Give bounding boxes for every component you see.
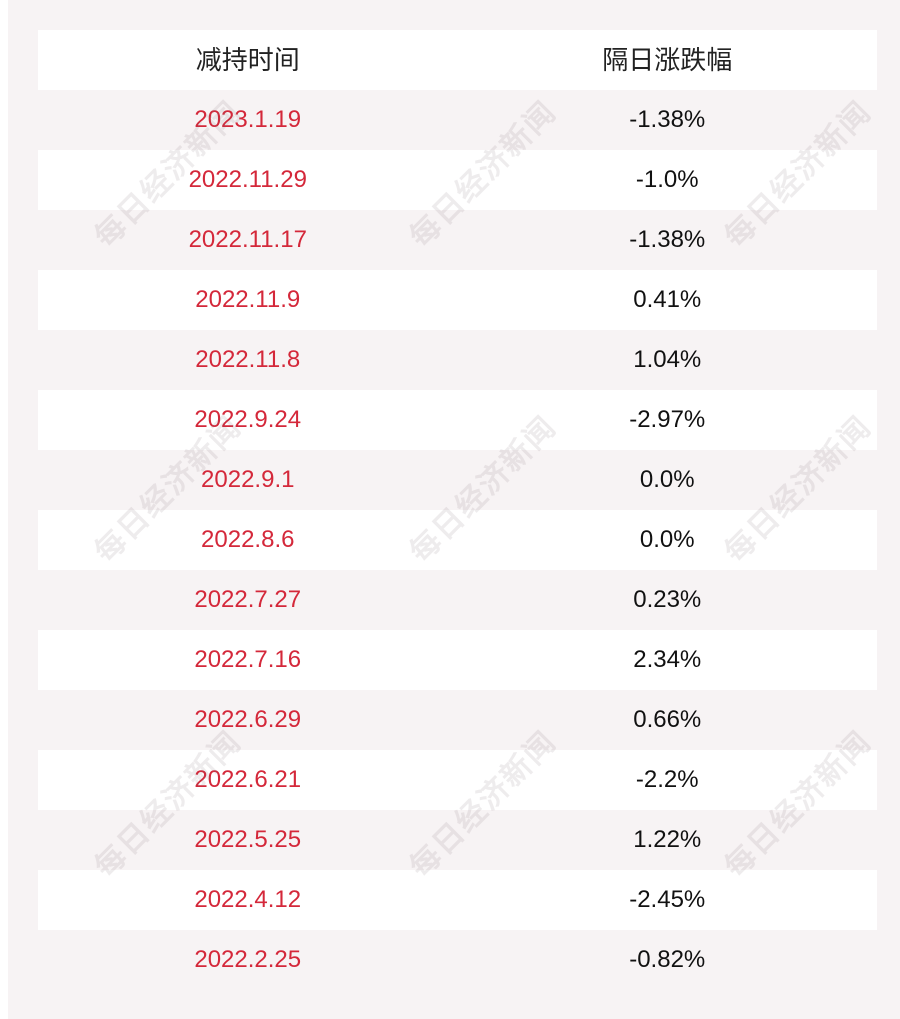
change-cell: 0.66% — [633, 706, 702, 733]
change-cell: -2.97% — [629, 406, 706, 433]
date-cell: 2022.6.21 — [194, 766, 302, 793]
date-cell: 2022.11.29 — [188, 166, 307, 193]
date-cell: 2022.11.8 — [195, 346, 301, 373]
change-cell: 0.41% — [633, 286, 702, 313]
date-cell: 2022.9.24 — [194, 406, 302, 433]
date-cell: 2022.11.9 — [195, 286, 301, 313]
table-row: 2022.7.27 0.23% — [38, 570, 877, 630]
table-row: 2022.8.6 0.0% — [38, 510, 877, 570]
table-row: 2022.5.25 1.22% — [38, 810, 877, 870]
date-cell: 2023.1.19 — [194, 106, 302, 133]
table-row: 2022.11.9 0.41% — [38, 270, 877, 330]
table-body: 2023.1.19 -1.38% 2022.11.29 -1.0% 2022.11.17… — [38, 90, 877, 990]
change-cell: -2.2% — [635, 766, 699, 793]
table-row: 2022.4.12 -2.45% — [38, 870, 877, 930]
change-cell: 1.04% — [633, 346, 702, 373]
change-cell: 2.34% — [633, 646, 702, 673]
header-change: 隔日涨跌幅 — [602, 45, 733, 75]
change-cell: 0.0% — [639, 466, 695, 493]
table-row: 2022.9.24 -2.97% — [38, 390, 877, 450]
date-cell: 2022.7.16 — [194, 646, 302, 673]
table-row: 2022.11.8 1.04% — [38, 330, 877, 390]
change-cell: -1.38% — [629, 226, 706, 253]
change-cell: -2.45% — [629, 886, 706, 913]
date-cell: 2022.5.25 — [194, 826, 302, 853]
table-row: 2022.6.21 -2.2% — [38, 750, 877, 810]
change-cell: -1.0% — [635, 166, 699, 193]
table-row: 2022.9.1 0.0% — [38, 450, 877, 510]
date-cell: 2022.2.25 — [194, 946, 302, 973]
change-cell: -1.38% — [629, 106, 706, 133]
change-cell: 1.22% — [633, 826, 702, 853]
change-cell: 0.23% — [633, 586, 702, 613]
date-cell: 2022.8.6 — [201, 526, 295, 553]
table-header-row: 减持时间 隔日涨跌幅 — [38, 30, 877, 90]
change-cell: -0.82% — [629, 946, 706, 973]
table-row: 2022.2.25 -0.82% — [38, 930, 877, 990]
date-cell: 2022.7.27 — [194, 586, 302, 613]
date-cell: 2022.9.1 — [201, 466, 295, 493]
data-table: 减持时间 隔日涨跌幅 2023.1.19 -1.38% 2022.11.29 -1.0… — [38, 30, 877, 990]
table-row: 2023.1.19 -1.38% — [38, 90, 877, 150]
date-cell: 2022.11.17 — [188, 226, 307, 253]
table-row: 2022.6.29 0.66% — [38, 690, 877, 750]
table-row: 2022.11.17 -1.38% — [38, 210, 877, 270]
table-row: 2022.11.29 -1.0% — [38, 150, 877, 210]
date-cell: 2022.4.12 — [194, 886, 302, 913]
header-date: 减持时间 — [195, 45, 300, 75]
table-row: 2022.7.16 2.34% — [38, 630, 877, 690]
date-cell: 2022.6.29 — [194, 706, 302, 733]
change-cell: 0.0% — [639, 526, 695, 553]
